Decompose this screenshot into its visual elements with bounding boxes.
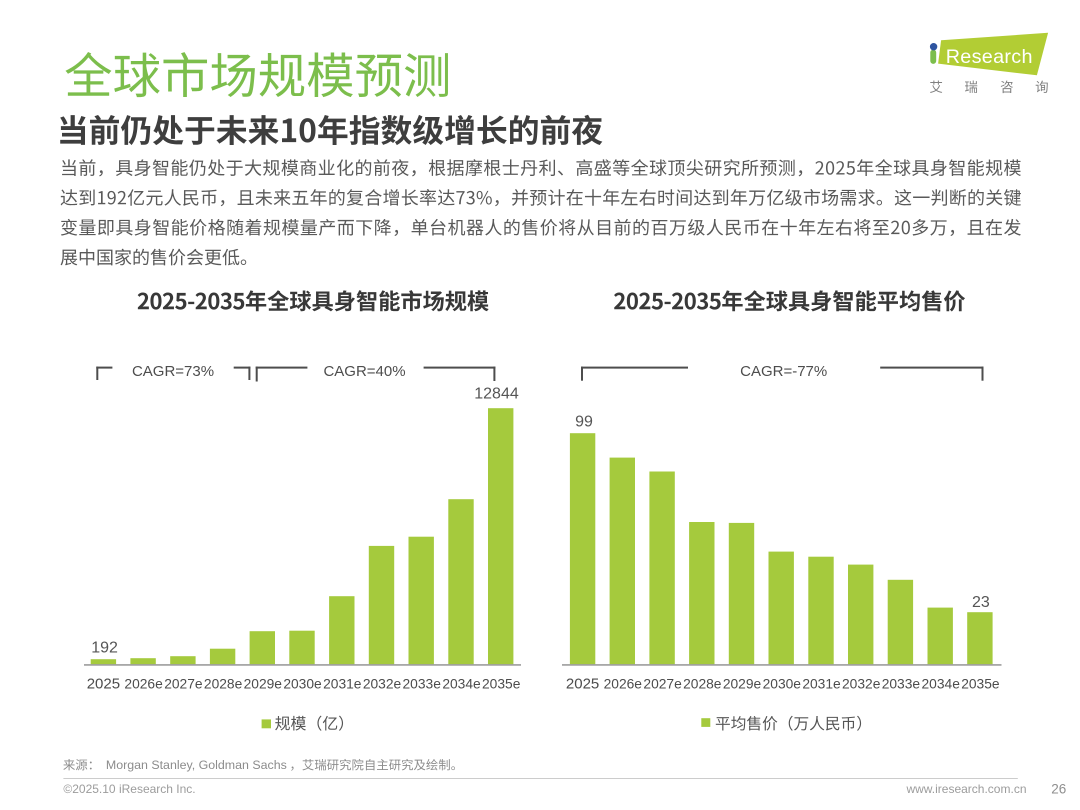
svg-text:2027e: 2027e <box>643 677 682 692</box>
svg-text:©2025.10 iResearch Inc.: ©2025.10 iResearch Inc. <box>63 782 195 796</box>
svg-text:2034e: 2034e <box>922 677 961 692</box>
svg-text:2032e: 2032e <box>363 677 402 692</box>
svg-text:www.iresearch.com.cn: www.iresearch.com.cn <box>905 782 1026 796</box>
svg-text:2026e: 2026e <box>124 677 163 692</box>
svg-text:2035e: 2035e <box>961 677 1000 692</box>
svg-text:2029e: 2029e <box>723 677 762 692</box>
svg-text:99: 99 <box>575 414 593 431</box>
svg-text:2033e: 2033e <box>403 677 442 692</box>
svg-text:Research: Research <box>946 46 1033 68</box>
svg-text:192: 192 <box>91 640 118 657</box>
svg-text:2034e: 2034e <box>442 677 481 692</box>
svg-text:2032e: 2032e <box>842 677 881 692</box>
svg-text:2026e: 2026e <box>604 677 643 692</box>
svg-text:12844: 12844 <box>474 386 519 403</box>
svg-text:23: 23 <box>972 594 990 611</box>
svg-text:2027e: 2027e <box>164 677 203 692</box>
svg-text:2025: 2025 <box>87 676 120 693</box>
svg-text:CAGR=40%: CAGR=40% <box>323 363 405 380</box>
svg-text:2035e: 2035e <box>482 677 521 692</box>
svg-text:2031e: 2031e <box>802 677 841 692</box>
svg-text:2033e: 2033e <box>882 677 921 692</box>
svg-text:2030e: 2030e <box>283 677 322 692</box>
svg-text:26: 26 <box>1051 781 1066 796</box>
svg-text:Morgan Stanley, Goldman Sachs: Morgan Stanley, Goldman Sachs <box>106 758 287 772</box>
svg-text:2025: 2025 <box>566 676 599 693</box>
svg-text:2030e: 2030e <box>763 677 802 692</box>
svg-text:2028e: 2028e <box>683 677 722 692</box>
svg-text:CAGR=-77%: CAGR=-77% <box>740 363 827 380</box>
svg-text:CAGR=73%: CAGR=73% <box>132 363 214 380</box>
svg-text:2029e: 2029e <box>244 677 283 692</box>
svg-text:2031e: 2031e <box>323 677 362 692</box>
svg-text:2028e: 2028e <box>204 677 243 692</box>
